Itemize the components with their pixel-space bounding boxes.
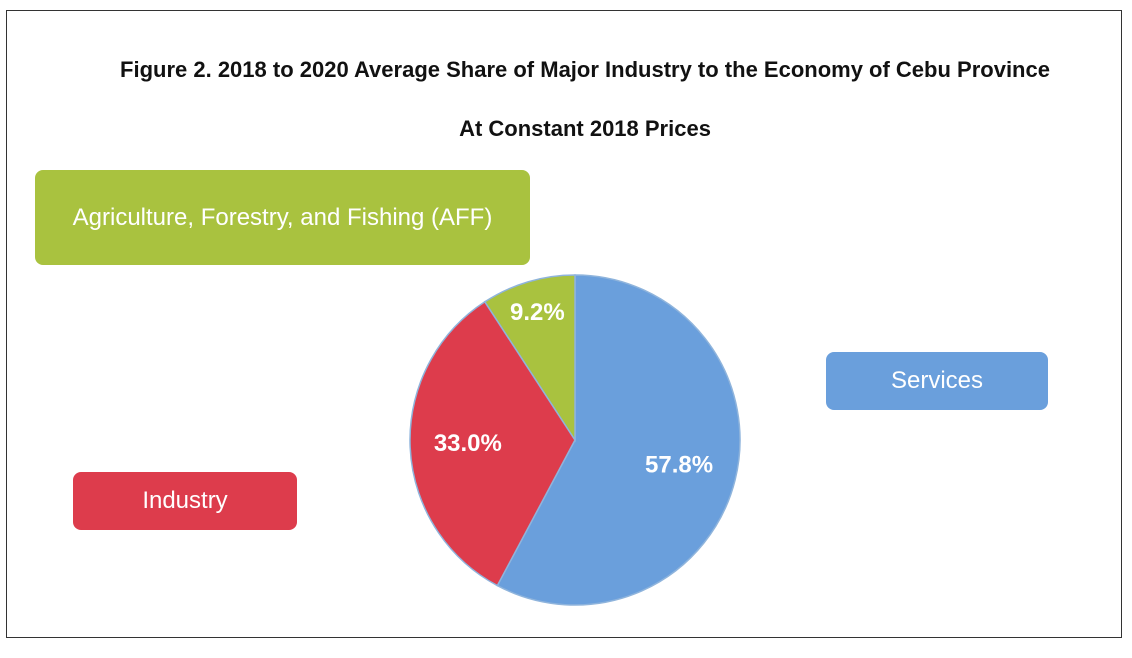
pie-slice: [483, 274, 576, 443]
pie-slice: [409, 300, 576, 587]
pie-slice: [496, 274, 741, 606]
legend-entry: Industry: [73, 472, 297, 530]
data-label: 57.8%: [645, 451, 713, 478]
legend-entry: Services: [826, 352, 1048, 410]
chart-subtitle: At Constant 2018 Prices: [459, 116, 711, 141]
chart-frame: [6, 10, 1122, 638]
chart-title: Figure 2. 2018 to 2020 Average Share of …: [120, 57, 1050, 82]
data-label: 9.2%: [510, 299, 565, 326]
data-label: 33.0%: [434, 430, 502, 457]
legend-entry: Agriculture, Forestry, and Fishing (AFF): [35, 170, 530, 265]
